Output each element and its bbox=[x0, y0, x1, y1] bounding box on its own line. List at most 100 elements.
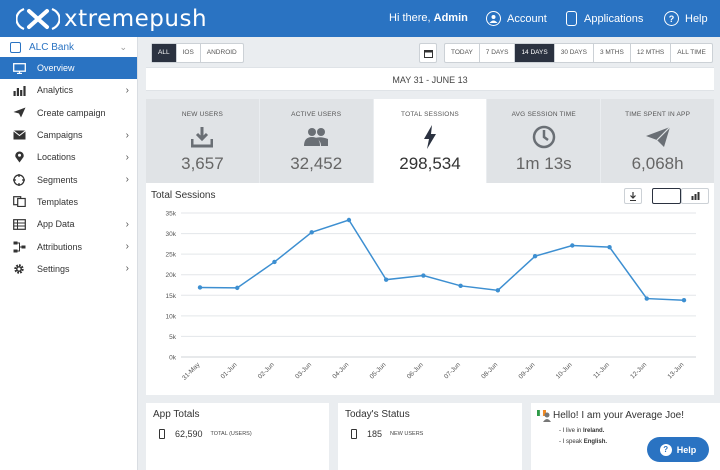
timeframe-3-mths[interactable]: 3 MTHS bbox=[594, 44, 631, 62]
target-icon bbox=[12, 173, 26, 186]
line1-value: Ireland. bbox=[583, 428, 605, 434]
todays-status-title: Today's Status bbox=[345, 409, 410, 420]
sidebar-item-attributions[interactable]: Attributions › bbox=[0, 235, 137, 257]
data-point bbox=[532, 254, 538, 259]
todays-status-value: 185 bbox=[367, 429, 383, 439]
sidebar-item-label: Settings bbox=[37, 263, 70, 274]
kpi-total-sessions[interactable]: TOTAL SESSIONS 298,534 bbox=[373, 99, 487, 183]
kpi-value: 298,534 bbox=[399, 154, 461, 173]
x-tick-label: 31-May bbox=[181, 361, 202, 382]
location-pin-icon bbox=[12, 151, 26, 163]
sidebar-item-label: Locations bbox=[37, 152, 76, 163]
account-link[interactable]: Account bbox=[486, 0, 547, 37]
phone-icon bbox=[159, 429, 165, 439]
network-icon bbox=[12, 241, 26, 253]
applications-label: Applications bbox=[584, 12, 644, 25]
sidebar-item-label: Templates bbox=[37, 196, 79, 207]
timeframe-30-days[interactable]: 30 DAYS bbox=[555, 44, 594, 62]
sidebar-item-settings[interactable]: Settings › bbox=[0, 258, 137, 280]
sidebar-item-campaigns[interactable]: Campaigns › bbox=[0, 124, 137, 146]
chevron-right-icon: › bbox=[125, 151, 129, 163]
sidebar-item-app-data[interactable]: App Data › bbox=[0, 213, 137, 235]
sidebar-item-templates[interactable]: Templates bbox=[0, 191, 137, 213]
templates-icon bbox=[12, 196, 26, 208]
kpi-value: 1m 13s bbox=[515, 154, 572, 173]
y-tick-label: 10k bbox=[166, 313, 177, 320]
calendar-button[interactable] bbox=[419, 43, 437, 63]
sidebar-item-overview[interactable]: Overview bbox=[0, 57, 137, 80]
sidebar-item-label: Segments bbox=[37, 174, 78, 185]
average-joe-line1: - I live in Ireland. bbox=[559, 428, 720, 434]
help-chat-button[interactable]: ? Help bbox=[647, 437, 709, 462]
line-chart-icon bbox=[661, 192, 672, 200]
app-totals-title: App Totals bbox=[153, 409, 200, 420]
logo[interactable]: xtremepush bbox=[15, 0, 207, 37]
sidebar-item-create-campaign[interactable]: Create campaign bbox=[0, 102, 137, 124]
bar-chart-toggle[interactable] bbox=[681, 188, 709, 204]
timeframe-14-days[interactable]: 14 DAYS bbox=[515, 44, 555, 62]
monitor-icon bbox=[12, 62, 26, 74]
platform-android[interactable]: ANDROID bbox=[206, 49, 237, 56]
chevron-right-icon: › bbox=[125, 129, 129, 141]
kpi-row: NEW USERS 3,657 ACTIVE USERS 32,452 TOTAL … bbox=[146, 99, 714, 183]
data-point bbox=[309, 230, 314, 235]
kpi-value: 3,657 bbox=[181, 154, 224, 173]
kpi-label: NEW USERS bbox=[181, 111, 223, 118]
download-chart-button[interactable] bbox=[624, 188, 642, 204]
kpi-avg-session-time[interactable]: AVG SESSION TIME 1m 13s bbox=[487, 99, 601, 183]
help-link[interactable]: ? Help bbox=[664, 0, 708, 37]
app-totals-row: 62,590 TOTAL (USERS) bbox=[146, 429, 329, 439]
bar-chart-icon bbox=[12, 84, 26, 96]
timeframe-all-time[interactable]: ALL TIME bbox=[677, 49, 706, 56]
sidebar-item-segments[interactable]: Segments › bbox=[0, 168, 137, 190]
sidebar-item-label: Analytics bbox=[37, 85, 74, 96]
sidebar-item-label: Campaigns bbox=[37, 130, 83, 141]
database-icon bbox=[12, 218, 26, 230]
platform-all[interactable]: ALL bbox=[152, 44, 177, 62]
kpi-label: TOTAL SESSIONS bbox=[401, 111, 459, 118]
x-tick-label: 02-Jun bbox=[257, 361, 276, 380]
applications-link[interactable]: Applications bbox=[566, 0, 643, 37]
y-tick-label: 15k bbox=[166, 293, 177, 300]
x-tick-label: 12-Jun bbox=[629, 361, 648, 380]
series-line bbox=[199, 219, 685, 301]
x-tick-label: 09-Jun bbox=[517, 361, 536, 380]
sidebar-item-locations[interactable]: Locations › bbox=[0, 146, 137, 168]
user-icon bbox=[486, 11, 501, 26]
chevron-right-icon: › bbox=[125, 174, 129, 186]
sidebar-item-analytics[interactable]: Analytics › bbox=[0, 79, 137, 101]
timeframe-7-days[interactable]: 7 DAYS bbox=[480, 44, 516, 62]
kpi-new-users[interactable]: NEW USERS 3,657 bbox=[146, 99, 259, 183]
y-tick-label: 20k bbox=[166, 272, 177, 279]
x-tick-label: 04-Jun bbox=[331, 361, 350, 380]
y-tick-label: 5k bbox=[169, 334, 177, 341]
line1-prefix: - I live in bbox=[559, 428, 582, 434]
bank-name: ALC Bank bbox=[29, 41, 75, 53]
sidebar-item-label: Overview bbox=[37, 63, 75, 74]
chevron-right-icon: › bbox=[125, 263, 129, 275]
kpi-active-users[interactable]: ACTIVE USERS 32,452 bbox=[259, 99, 373, 183]
y-tick-label: 25k bbox=[166, 252, 177, 259]
data-point bbox=[421, 273, 426, 278]
platform-filter: ALL IOS ANDROID bbox=[151, 43, 244, 63]
timeframe-12-mths[interactable]: 12 MTHS bbox=[631, 44, 672, 62]
todays-status-row: 185 NEW USERS bbox=[338, 429, 522, 439]
avatar-flag-icon bbox=[537, 410, 551, 422]
kpi-time-spent-in-app[interactable]: TIME SPENT IN APP 6,068h bbox=[601, 99, 714, 183]
sessions-line-chart: 0k 5k 10k 15k 20k 25k 30k 35k 31-May 01-Jun 02-Jun… bbox=[166, 211, 696, 382]
lightning-icon bbox=[374, 124, 487, 150]
phone-icon bbox=[351, 429, 357, 439]
timeframe-today[interactable]: TODAY bbox=[445, 44, 480, 62]
sidebar-item-label: App Data bbox=[37, 219, 75, 230]
line-chart-toggle[interactable] bbox=[652, 188, 681, 204]
app-totals-label: TOTAL (USERS) bbox=[210, 431, 252, 437]
help-chat-label: Help bbox=[676, 444, 697, 455]
bank-selector[interactable]: ALC Bank ⌄ bbox=[0, 37, 137, 57]
data-point bbox=[644, 296, 649, 301]
chevron-down-icon: ⌄ bbox=[119, 41, 127, 52]
platform-ios[interactable]: IOS bbox=[177, 44, 201, 62]
data-point bbox=[235, 285, 240, 291]
x-tick-label: 06-Jun bbox=[406, 361, 425, 380]
y-tick-label: 35k bbox=[166, 211, 177, 218]
app-totals-panel: App Totals 62,590 TOTAL (USERS) bbox=[146, 403, 329, 470]
